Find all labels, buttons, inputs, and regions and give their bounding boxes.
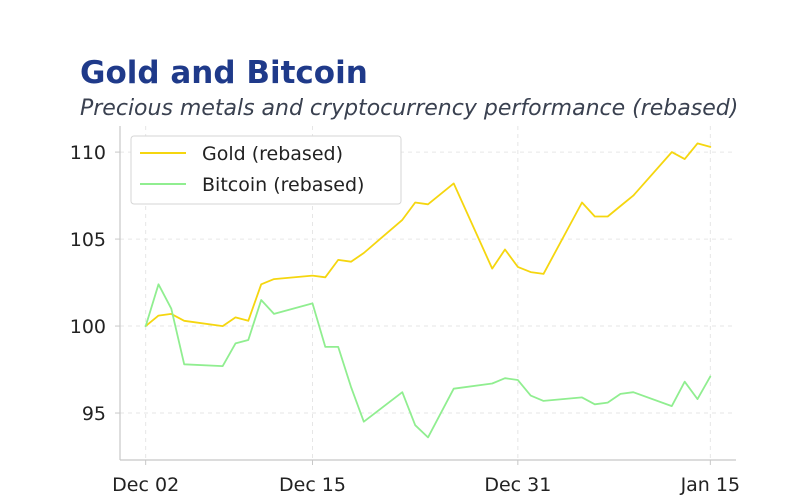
- tick-labels: 95 100 105 110 Dec 02 Dec 15 Dec 31 Jan 15: [70, 142, 740, 496]
- x-tick-label-1: Dec 15: [279, 474, 346, 496]
- x-tick-label-0: Dec 02: [112, 474, 179, 496]
- chart-subtitle: Precious metals and cryptocurrency perfo…: [80, 96, 739, 121]
- legend-label-gold: Gold (rebased): [202, 143, 343, 165]
- legend-label-bitcoin: Bitcoin (rebased): [202, 174, 364, 196]
- y-tick-label-105: 105: [70, 229, 106, 251]
- legend-box: [130, 135, 402, 205]
- y-tick-label-100: 100: [70, 316, 106, 338]
- grid: [120, 126, 736, 460]
- x-tick-label-3: Jan 15: [680, 474, 741, 496]
- y-tick-label-95: 95: [82, 403, 106, 425]
- series-lines: [144, 142, 712, 439]
- chart-title: Gold and Bitcoin: [80, 55, 368, 91]
- y-tick-label-110: 110: [70, 142, 106, 164]
- series-line-0: [144, 142, 712, 328]
- axes: [119, 126, 736, 461]
- x-tick-label-2: Dec 31: [484, 474, 551, 496]
- legend: Gold (rebased) Bitcoin (rebased): [130, 135, 402, 205]
- series-line-1: [144, 283, 712, 439]
